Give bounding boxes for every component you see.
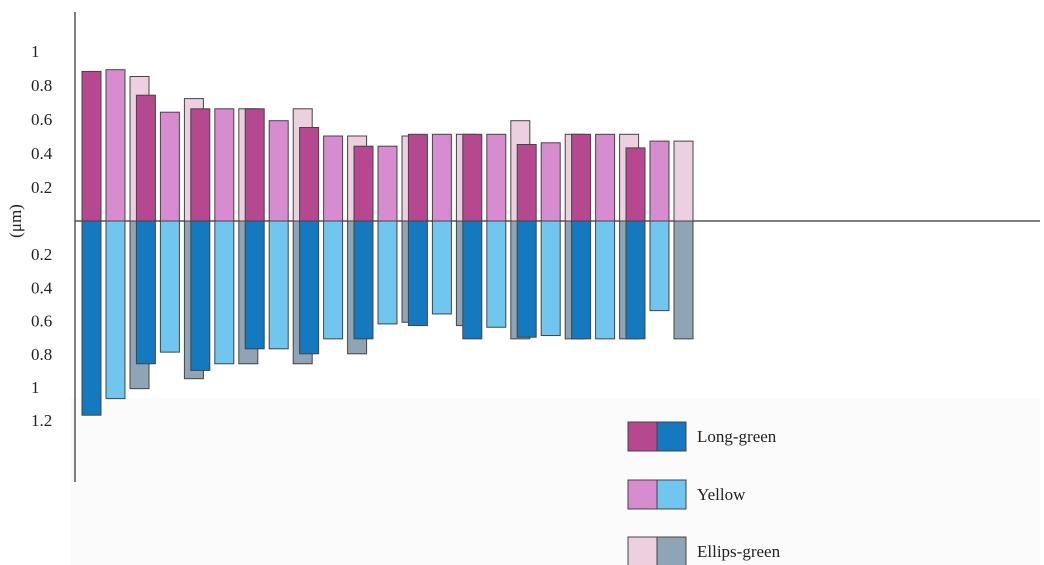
y-tick-label-upper: 1 [31,42,40,61]
bar-lower-yellow-1 [105,220,126,400]
bar-upper-yellow-6 [377,145,398,222]
bar-lower-long-green-8 [462,220,483,340]
bars [81,69,694,416]
y-tick-label-upper: 0.2 [31,178,52,197]
y-tick-label-upper: 0.6 [31,110,52,129]
bar-lower-long-green-2 [135,220,156,365]
tick-labels: 1 0.8 0.6 0.4 0.2 0.2 0.4 0.6 0.8 1 1.2 [31,42,53,430]
bar-lower-yellow-5 [323,220,344,340]
legend-swatch-upper [627,479,658,510]
bar-upper-yellow-5 [323,135,344,222]
bar-lower-long-green-11 [625,220,646,340]
y-tick-label-upper: 0.8 [31,76,52,95]
legend-swatch-lower [656,479,687,510]
y-tick-label-lower: 0.4 [31,278,53,297]
bar-upper-yellow-7 [431,133,452,222]
bar-lower-long-green-4 [244,220,265,350]
bar-lower-yellow-11 [649,220,670,312]
bar-upper-ellips-green-11 [673,140,694,222]
bar-lower-long-green-6 [353,220,374,340]
bar-upper-long-green-2 [135,94,156,222]
bar-upper-long-green-5 [299,127,320,222]
bar-upper-yellow-10 [595,133,616,222]
bar-upper-yellow-9 [540,142,561,222]
bar-upper-long-green-7 [407,133,428,222]
bar-upper-yellow-2 [159,111,180,222]
bar-lower-yellow-2 [159,220,180,353]
bar-upper-long-green-11 [625,147,646,222]
bar-lower-yellow-4 [268,220,289,350]
y-tick-label-lower: 0.2 [31,245,52,264]
bar-lower-long-green-9 [516,220,537,338]
bar-lower-yellow-9 [540,220,561,337]
legend: Long-green Yellow Ellips-green [627,421,781,565]
bar-lower-long-green-3 [190,220,211,371]
bar-lower-ellips-green-11 [673,220,694,340]
y-tick-label-lower: 1.2 [31,411,52,430]
bar-upper-long-green-1 [81,70,102,222]
bar-upper-long-green-6 [353,145,374,222]
legend-label: Yellow [697,485,746,504]
y-tick-label-lower: 0.6 [31,312,52,331]
y-axis-label: (μm) [6,204,25,238]
bar-upper-long-green-9 [516,144,537,222]
y-tick-label-upper: 0.4 [31,144,53,163]
bar-lower-long-green-1 [81,220,102,416]
bar-upper-yellow-4 [268,120,289,222]
bar-lower-yellow-6 [377,220,398,325]
bar-lower-long-green-5 [299,220,320,355]
legend-swatch-upper [627,421,658,452]
legend-backdrop [70,398,1040,565]
bar-upper-long-green-8 [462,133,483,222]
legend-swatch-upper [627,536,658,565]
legend-swatch-lower [656,421,687,452]
bar-lower-long-green-7 [407,220,428,327]
bar-upper-yellow-3 [214,108,235,222]
bar-lower-yellow-8 [486,220,507,328]
legend-swatch-lower [656,536,687,565]
bar-lower-yellow-7 [431,220,452,315]
bar-upper-long-green-4 [244,108,265,222]
bar-upper-yellow-11 [649,140,670,222]
legend-label: Long-green [697,427,777,446]
bar-upper-yellow-1 [105,69,126,222]
y-tick-label-lower: 0.8 [31,345,52,364]
bar-upper-long-green-3 [190,108,211,222]
legend-label: Ellips-green [697,542,781,561]
bar-upper-yellow-8 [486,133,507,222]
bar-lower-yellow-3 [214,220,235,365]
bar-upper-long-green-10 [571,133,592,222]
y-tick-label-lower: 1 [31,378,40,397]
bar-lower-long-green-10 [571,220,592,340]
bar-lower-yellow-10 [595,220,616,340]
